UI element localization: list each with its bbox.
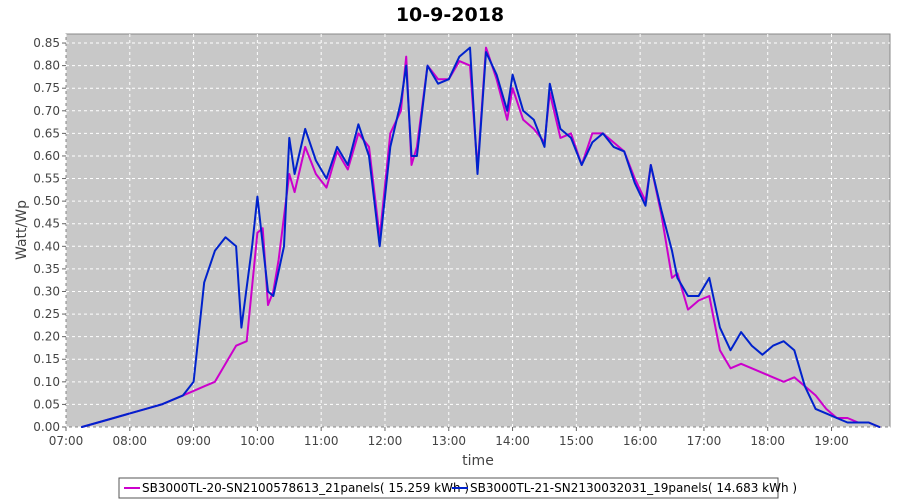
x-tick-label: 18:00 [750,434,785,448]
x-tick-label: 10:00 [240,434,275,448]
y-tick-label: 0.45 [33,217,60,231]
x-tick-label: 11:00 [304,434,339,448]
y-tick-label: 0.35 [33,262,60,276]
y-tick-label: 0.55 [33,172,60,186]
grid [65,34,890,428]
y-tick-label: 0.30 [33,284,60,298]
series-line-2 [80,46,881,428]
x-tick-label: 15:00 [559,434,594,448]
y-tick-label: 0.65 [33,126,60,140]
x-tick-label: 13:00 [431,434,466,448]
x-tick-label: 17:00 [687,434,722,448]
x-axis-label: time [462,453,494,469]
x-tick-label: 19:00 [814,434,849,448]
series-layer [80,46,881,428]
y-tick-label: 0.75 [33,81,60,95]
x-tick-label: 09:00 [176,434,211,448]
y-tick-label: 0.80 [33,59,60,73]
y-axis-label: Watt/Wp [14,200,30,260]
x-tick-label: 12:00 [368,434,403,448]
y-tick-label: 0.40 [33,239,60,253]
x-tick-label: 14:00 [495,434,530,448]
legend-label-series-2: SB3000TL-21-SN2130032031_19panels( 14.68… [470,481,797,495]
y-tick-label: 0.10 [33,375,60,389]
y-tick-label: 0.60 [33,149,60,163]
legend-box [118,477,779,499]
legend-label-series-1: SB3000TL-20-SN2100578613_21panels( 15.25… [142,481,469,495]
y-tick-label: 0.25 [33,307,60,321]
y-tick-label: 0.05 [33,397,60,411]
chart-title: 10-9-2018 [396,4,504,26]
y-tick-label: 0.00 [33,420,60,434]
y-tick-label: 0.70 [33,104,60,118]
y-tick-label: 0.15 [33,352,60,366]
y-tick-label: 0.20 [33,330,60,344]
y-axis: 0.00 0.05 0.10 0.15 0.20 0.25 0.30 0.35 0.40 0.45… [33,36,66,434]
x-tick-label: 08:00 [112,434,147,448]
y-tick-label: 0.85 [33,36,60,50]
x-axis: 07:00 08:00 09:00 10:00 11:00 12:00 13:00 14:00… [49,427,849,448]
x-tick-label: 16:00 [623,434,658,448]
x-tick-label: 07:00 [49,434,84,448]
legend: SB3000TL-20-SN2100578613_21panels( 15.25… [118,477,797,499]
plot-area [65,33,891,428]
y-tick-label: 0.50 [33,194,60,208]
